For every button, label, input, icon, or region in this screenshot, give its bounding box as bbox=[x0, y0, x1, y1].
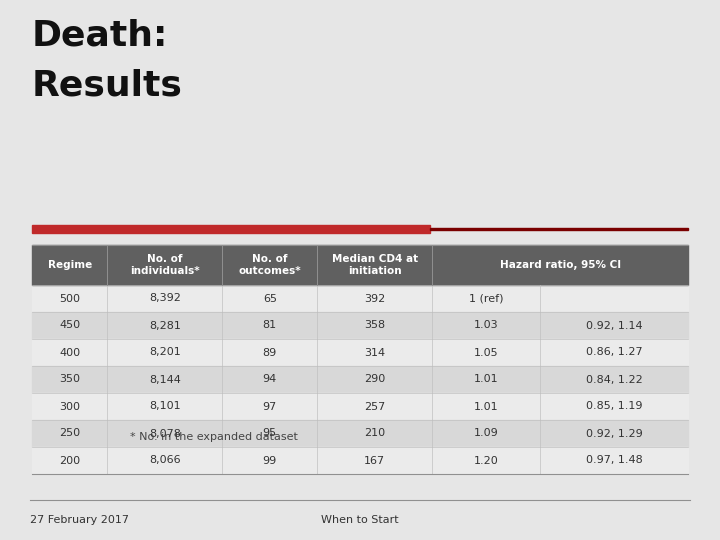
Text: 1.03: 1.03 bbox=[474, 321, 498, 330]
Text: 290: 290 bbox=[364, 375, 385, 384]
Text: 257: 257 bbox=[364, 402, 385, 411]
Text: 314: 314 bbox=[364, 348, 385, 357]
Text: 300: 300 bbox=[59, 402, 80, 411]
Text: 210: 210 bbox=[364, 429, 385, 438]
Text: When to Start: When to Start bbox=[321, 515, 399, 525]
Text: 400: 400 bbox=[59, 348, 81, 357]
Text: Death:: Death: bbox=[32, 18, 168, 52]
Text: 27 February 2017: 27 February 2017 bbox=[30, 515, 129, 525]
Text: 0.97, 1.48: 0.97, 1.48 bbox=[586, 456, 642, 465]
Text: 167: 167 bbox=[364, 456, 385, 465]
Text: 1.01: 1.01 bbox=[474, 375, 498, 384]
Text: 1.05: 1.05 bbox=[474, 348, 498, 357]
Text: 500: 500 bbox=[59, 294, 80, 303]
Text: 65: 65 bbox=[263, 294, 276, 303]
Text: Results: Results bbox=[32, 68, 183, 102]
Bar bbox=[430, 228, 688, 230]
Bar bbox=[32, 393, 688, 420]
Text: 0.85, 1.19: 0.85, 1.19 bbox=[586, 402, 642, 411]
Bar bbox=[32, 447, 688, 474]
Bar bbox=[32, 312, 688, 339]
Bar bbox=[32, 420, 688, 447]
Bar bbox=[32, 285, 688, 312]
Text: 0.84, 1.22: 0.84, 1.22 bbox=[586, 375, 642, 384]
Text: 0.86, 1.27: 0.86, 1.27 bbox=[586, 348, 642, 357]
Text: No. of
individuals*: No. of individuals* bbox=[130, 254, 199, 276]
Text: 392: 392 bbox=[364, 294, 385, 303]
Bar bbox=[32, 366, 688, 393]
Text: 200: 200 bbox=[59, 456, 81, 465]
Text: Regime: Regime bbox=[48, 260, 92, 270]
Text: 94: 94 bbox=[263, 375, 277, 384]
Text: 8,078: 8,078 bbox=[149, 429, 181, 438]
Text: 8,392: 8,392 bbox=[149, 294, 181, 303]
Text: 250: 250 bbox=[59, 429, 81, 438]
Text: 0.92, 1.14: 0.92, 1.14 bbox=[586, 321, 642, 330]
Text: 8,144: 8,144 bbox=[149, 375, 181, 384]
Text: 8,201: 8,201 bbox=[149, 348, 181, 357]
Text: Hazard ratio, 95% CI: Hazard ratio, 95% CI bbox=[500, 260, 621, 270]
Bar bbox=[32, 245, 688, 285]
Text: 8,066: 8,066 bbox=[149, 456, 181, 465]
Text: 1 (ref): 1 (ref) bbox=[469, 294, 503, 303]
Text: 99: 99 bbox=[263, 456, 277, 465]
Text: 350: 350 bbox=[59, 375, 80, 384]
Text: 8,101: 8,101 bbox=[149, 402, 181, 411]
Text: 1.09: 1.09 bbox=[474, 429, 499, 438]
Text: 358: 358 bbox=[364, 321, 385, 330]
Text: 0.92, 1.29: 0.92, 1.29 bbox=[586, 429, 642, 438]
Text: 89: 89 bbox=[263, 348, 277, 357]
Text: 8,281: 8,281 bbox=[149, 321, 181, 330]
Text: 1.01: 1.01 bbox=[474, 402, 498, 411]
Text: 1.20: 1.20 bbox=[474, 456, 499, 465]
Text: 450: 450 bbox=[59, 321, 81, 330]
Text: Median CD4 at
initiation: Median CD4 at initiation bbox=[332, 254, 418, 276]
Text: No. of
outcomes*: No. of outcomes* bbox=[238, 254, 301, 276]
Text: * No. in the expanded dataset: * No. in the expanded dataset bbox=[130, 432, 298, 442]
Bar bbox=[32, 339, 688, 366]
Bar bbox=[32, 225, 430, 233]
Text: 81: 81 bbox=[263, 321, 277, 330]
Text: 97: 97 bbox=[263, 402, 277, 411]
Text: 95: 95 bbox=[263, 429, 277, 438]
